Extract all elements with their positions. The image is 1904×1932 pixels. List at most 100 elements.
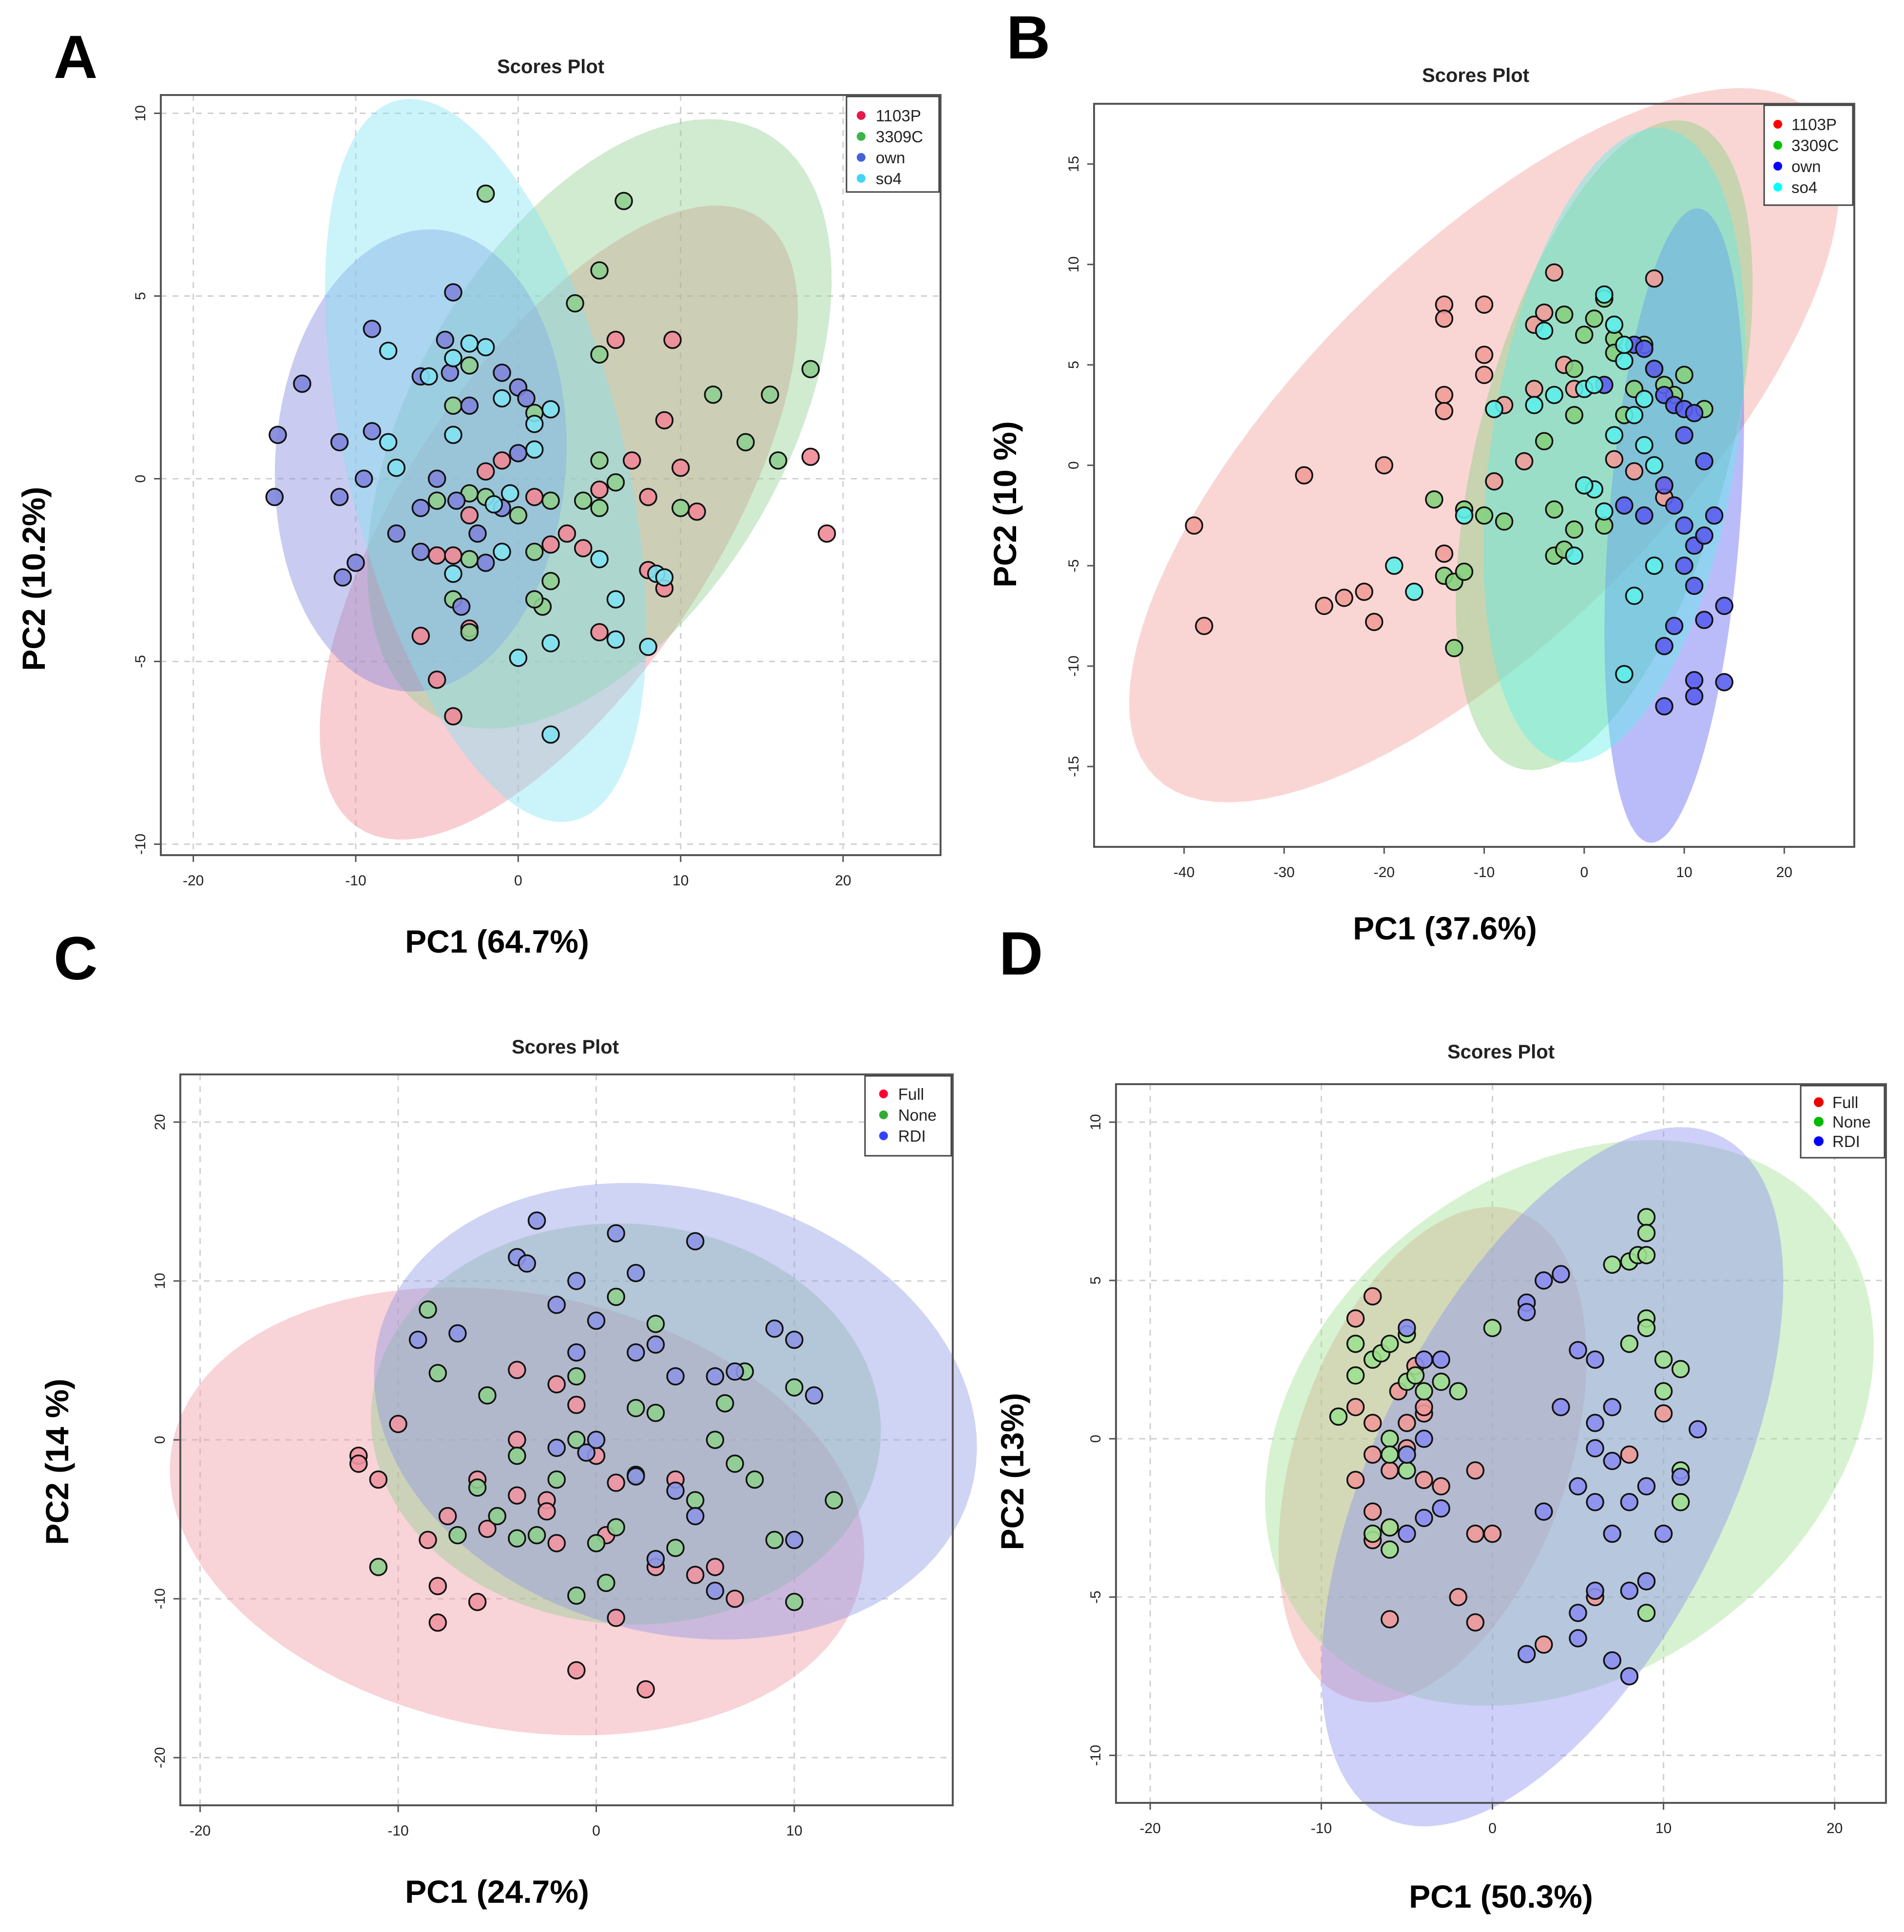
panel-a-point-1103p (574, 539, 593, 557)
panel-b-plot-frame (1093, 103, 1855, 848)
panel-c-point-rdi (408, 1330, 427, 1349)
panel-c-point-none (508, 1446, 526, 1465)
panel-a-point-1103p (427, 546, 446, 565)
panel-a-point-own (333, 568, 352, 587)
panel-a-point-1103p (444, 546, 462, 565)
panel-c-point-rdi (577, 1443, 596, 1462)
panel-b-point-so4 (1525, 396, 1543, 414)
panel-a-point-3309c (509, 506, 528, 525)
panel-b-point-1103p (1625, 462, 1644, 481)
panel-b-point-3309c (1585, 309, 1604, 328)
panel-a-point-own (387, 524, 406, 543)
panel-b-point-so4 (1635, 436, 1654, 455)
panel-a-point-own (493, 363, 511, 382)
panel-d-point-full (1654, 1404, 1673, 1423)
panel-a-point-so4 (525, 415, 544, 433)
panel-b-point-1103p (1535, 303, 1554, 322)
panel-a-point-so4 (509, 649, 528, 667)
panel-c-legend: Full None RDI (864, 1075, 952, 1157)
panel-d-legend: Full None RDI (1800, 1085, 1885, 1159)
panel-b-point-own (1695, 452, 1713, 471)
panel-b-point-3309c (1565, 520, 1584, 539)
panel-b-legend-swatch-3309C (1773, 141, 1782, 150)
panel-b-y-tick-label: 15 (1066, 156, 1082, 172)
panel-a-point-own (517, 389, 536, 408)
panel-b-point-1103p (1195, 616, 1213, 635)
panel-b-legend-label-own: own (1791, 157, 1821, 175)
panel-c-point-rdi (587, 1311, 606, 1330)
panel-a-point-so4 (606, 630, 625, 649)
panel-c-legend-label-rdi: RDI (898, 1127, 926, 1145)
panel-c-point-rdi (646, 1549, 665, 1569)
panel-d-point-full (1363, 1502, 1382, 1521)
panel-d: Scores Plot -20 -10 0 10 20 -10 -5 0 5 10 Full No… (994, 1041, 1887, 1914)
panel-c-point-none (785, 1592, 804, 1611)
panel-c-point-rdi (726, 1362, 744, 1381)
panel-d-point-full (1466, 1524, 1485, 1543)
panel-a-point-so4 (476, 338, 495, 357)
panel-c-point-none (428, 1364, 447, 1382)
panel-c-point-rdi (646, 1335, 665, 1354)
panel-a-y-tick-label: 0 (133, 475, 149, 483)
panel-b-point-3309c (1455, 562, 1474, 581)
panel-a-point-1103p (622, 451, 641, 470)
panel-a-point-so4 (379, 433, 398, 452)
panel-b-ellipse-3309c (1456, 120, 1753, 770)
panel-a-point-own (447, 491, 466, 510)
panel-c-point-none (745, 1470, 764, 1489)
panel-a-point-so4 (541, 634, 560, 652)
panel-a-legend: 1103P 3309C own so4 (846, 96, 940, 193)
panel-a-point-so4 (420, 367, 438, 386)
panel-b-point-so4 (1585, 376, 1604, 394)
panel-a-point-3309c (460, 550, 479, 569)
panel-c: Scores Plot -20 -10 0 10 -20 -10 0 10 20 Full No… (39, 1036, 977, 1910)
panel-a-point-1103p (801, 447, 820, 466)
panel-d-point-none (1381, 1540, 1399, 1559)
panel-c-point-full (607, 1473, 625, 1492)
panel-letter-b: B (1006, 4, 1050, 72)
panel-b-point-so4 (1625, 406, 1644, 424)
panel-c-points (349, 1211, 843, 1699)
panel-a-x-tick-label: -20 (183, 873, 204, 889)
panel-b-point-1103p (1435, 309, 1454, 328)
panel-b-y-tick-label: 0 (1066, 461, 1082, 470)
panel-b-point-1103p (1315, 596, 1333, 615)
panel-a-point-3309c (476, 184, 495, 203)
panel-letter-d: D (999, 920, 1043, 988)
panel-d-point-none (1637, 1246, 1656, 1264)
panel-c-point-none (567, 1367, 586, 1386)
panel-d-y-tick-label: -5 (1088, 1590, 1104, 1604)
panel-d-point-rdi (1415, 1430, 1433, 1448)
panel-a-y-axis-label: PC2 (10.2%) (16, 487, 52, 671)
panel-b-point-3309c (1495, 512, 1514, 531)
panel-d-point-none (1381, 1430, 1399, 1448)
panel-d-point-none (1346, 1335, 1365, 1353)
panel-a-point-so4 (541, 400, 560, 419)
panel-c-point-full (706, 1558, 725, 1576)
panel-a-point-3309c (761, 385, 779, 404)
panel-b-point-own (1675, 556, 1693, 575)
panel-d-point-rdi (1586, 1492, 1604, 1511)
panel-d-point-full (1449, 1588, 1467, 1607)
panel-b-legend-label-1103P: 1103P (1791, 115, 1837, 134)
panel-d-point-full (1415, 1398, 1433, 1416)
panel-b-point-1103p (1435, 402, 1454, 421)
panel-b-point-so4 (1605, 315, 1624, 334)
panel-a-point-own (436, 330, 455, 349)
panel-d-point-rdi (1398, 1524, 1416, 1543)
panel-a-ellipse-so4 (325, 98, 647, 823)
panel-a-point-so4 (444, 349, 462, 367)
panel-b-legend-swatch-1103P (1773, 120, 1782, 129)
panel-d-x-tick-label: 10 (1655, 1820, 1672, 1836)
panel-a-point-so4 (387, 459, 406, 477)
panel-d-point-none (1671, 1360, 1690, 1378)
panel-a-point-1103p (558, 524, 577, 543)
panel-c-point-rdi (805, 1386, 824, 1405)
panel-b: Scores Plot -40 -30 -20 -10 0 10 20 -15 -10 -5 0 5 1… (987, 65, 1855, 946)
panel-c-point-rdi (686, 1232, 705, 1251)
panel-b-point-so4 (1385, 556, 1404, 575)
panel-b-ellipse-so4 (1483, 128, 1746, 763)
panel-d-ellipse-rdi (1321, 1127, 1784, 1827)
panel-c-point-full (478, 1519, 497, 1538)
panel-c-point-full (607, 1608, 625, 1627)
